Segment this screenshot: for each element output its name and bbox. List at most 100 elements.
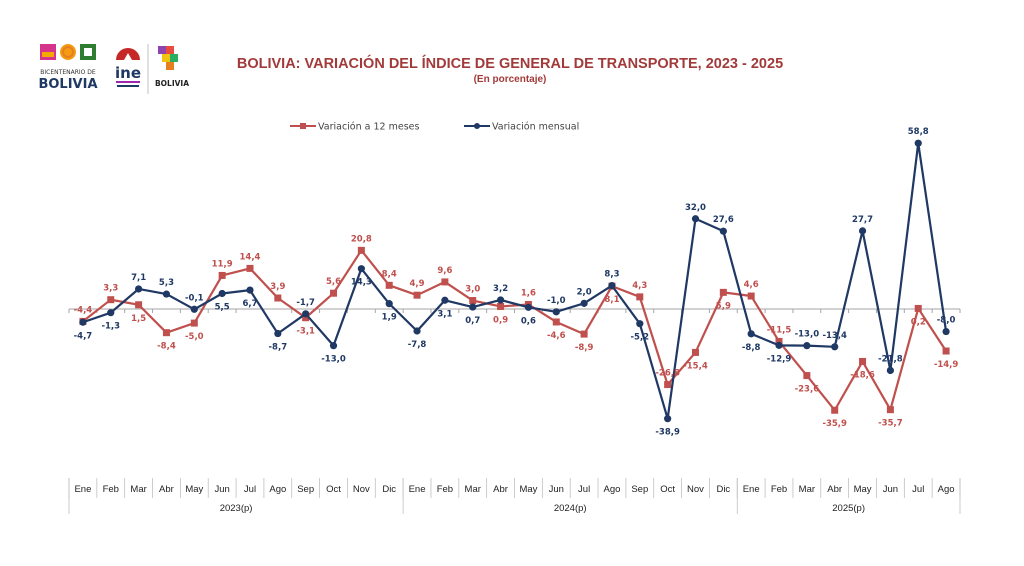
- ine-text: ine: [115, 64, 141, 82]
- logos: BICENTENARIO DE BOLIVIA ine BOLIVIA: [36, 40, 196, 98]
- data-label-12-meses: -4,4: [74, 305, 93, 315]
- data-point-mensual: [246, 286, 254, 294]
- data-label-12-meses: 11,9: [212, 259, 233, 269]
- data-point-12-meses: [302, 314, 310, 322]
- x-tick-label: Jul: [912, 484, 924, 495]
- data-label-mensual: 2,0: [577, 287, 592, 297]
- data-point-mensual: [803, 342, 811, 350]
- x-tick-label: May: [185, 484, 203, 495]
- data-point-12-meses: [831, 406, 839, 414]
- data-point-mensual: [357, 265, 365, 273]
- data-point-12-meses: [497, 302, 505, 310]
- data-label-mensual: -12,9: [767, 354, 792, 364]
- data-label-12-meses: -15,4: [683, 361, 708, 371]
- estado-plurinacional-de-bolivia-logo: BOLIVIA: [155, 46, 189, 88]
- x-tick-label: Jul: [244, 484, 256, 495]
- x-tick-label: Sep: [297, 484, 314, 495]
- data-label-mensual: -13,0: [321, 355, 346, 365]
- data-label-12-meses: 4,3: [632, 281, 647, 291]
- ine-logo: ine: [115, 48, 141, 87]
- data-label-12-meses: 0,9: [493, 315, 508, 325]
- data-label-12-meses: 4,9: [410, 279, 425, 289]
- data-label-12-meses: 3,0: [465, 285, 480, 295]
- data-label-mensual: 0,6: [521, 316, 536, 326]
- data-point-12-meses: [218, 271, 226, 279]
- chart-subtitle: (En porcentaje): [473, 74, 547, 85]
- series-line-12-meses: [82, 249, 947, 412]
- data-point-mensual: [552, 308, 560, 316]
- data-label-mensual: 58,8: [908, 127, 929, 137]
- data-label-mensual: 0,7: [465, 316, 480, 326]
- data-point-mensual: [636, 320, 644, 328]
- x-tick-label: Mar: [130, 484, 146, 495]
- data-point-mensual: [413, 327, 421, 335]
- data-label-12-meses: -8,4: [157, 342, 176, 352]
- x-tick-label: Mar: [465, 484, 481, 495]
- data-label-12-meses: -8,9: [575, 343, 594, 353]
- data-point-mensual: [274, 329, 282, 338]
- data-label-mensual: -13,4: [822, 331, 847, 341]
- data-label-12-meses: 1,5: [131, 314, 146, 324]
- data-label-12-meses: 3,9: [270, 282, 285, 292]
- data-point-mensual: [886, 366, 894, 375]
- x-tick-label: Ago: [269, 484, 286, 495]
- logo-group: BICENTENARIO DE BOLIVIA ine BOLIVIA: [38, 44, 189, 94]
- data-point-mensual: [608, 281, 616, 290]
- data-label-mensual: 5,5: [215, 302, 230, 312]
- data-label-12-meses: 9,6: [437, 266, 452, 276]
- estado-bolivia-text: BOLIVIA: [155, 79, 189, 88]
- data-label-12-meses: -35,9: [822, 419, 847, 429]
- data-label-mensual: -1,0: [547, 296, 566, 306]
- data-point-mensual: [775, 341, 783, 349]
- data-point-12-meses: [469, 297, 477, 305]
- legend-marker-mensual: [474, 123, 480, 129]
- data-point-12-meses: [775, 337, 783, 345]
- x-tick-label: Nov: [353, 484, 370, 495]
- data-label-12-meses: 4,6: [744, 280, 759, 290]
- x-tick-label: Feb: [771, 484, 787, 495]
- legend-label-mensual: Variación mensual: [492, 122, 579, 133]
- x-tick-label: Mar: [799, 484, 815, 495]
- data-point-12-meses: [719, 288, 727, 296]
- data-label-mensual: -38,9: [655, 428, 680, 438]
- data-label-mensual: -4,7: [74, 331, 93, 341]
- data-point-12-meses: [664, 381, 672, 389]
- data-label-mensual: 5,3: [159, 278, 174, 288]
- bolivia-text: BOLIVIA: [38, 77, 97, 92]
- data-label-mensual: 3,1: [437, 309, 452, 319]
- x-group-label: 2024(p): [554, 503, 587, 514]
- bicentenario-text: BICENTENARIO DE: [40, 69, 96, 76]
- x-tick-label: Ago: [938, 484, 955, 495]
- data-point-12-meses: [107, 296, 115, 304]
- legend-marker-12-meses: [300, 123, 306, 129]
- data-labels: -4,4 3,3 1,5 -8,4 -5,0 11,9 14,4 3,9 -3,1 5,6 20,8…: [74, 127, 959, 438]
- x-tick-label: Abr: [493, 484, 508, 495]
- data-point-mensual: [664, 415, 672, 423]
- data-point-mensual: [524, 303, 533, 311]
- x-tick-label: Oct: [660, 484, 675, 495]
- data-point-mensual: [747, 330, 755, 338]
- data-label-12-meses: 5,6: [326, 277, 341, 287]
- data-label-mensual: -7,8: [408, 340, 427, 350]
- bicentenario-de-bolivia-logo: BICENTENARIO DE BOLIVIA: [38, 44, 98, 92]
- data-point-mensual: [190, 305, 198, 313]
- data-point-12-meses: [914, 304, 922, 312]
- data-point-12-meses: [859, 357, 867, 365]
- data-point-12-meses: [441, 278, 449, 286]
- data-point-12-meses: [886, 406, 894, 414]
- data-label-12-meses: -5,0: [185, 332, 204, 342]
- data-label-12-meses: -3,1: [296, 327, 315, 337]
- legend-label-12-meses: Variación a 12 meses: [318, 122, 420, 133]
- legend: Variación a 12 meses Variación mensual: [290, 122, 579, 133]
- x-tick-label: May: [854, 484, 872, 495]
- data-label-12-meses: -4,6: [547, 331, 566, 341]
- x-tick-label: Feb: [103, 484, 119, 495]
- data-point-12-meses: [274, 294, 282, 302]
- data-point-mensual: [914, 139, 922, 147]
- x-tick-label: Ene: [74, 484, 91, 495]
- data-label-mensual: -21,8: [878, 354, 903, 364]
- data-point-12-meses: [190, 319, 198, 327]
- data-label-mensual: 1,9: [382, 313, 397, 323]
- data-label-12-meses: -26,8: [655, 369, 680, 379]
